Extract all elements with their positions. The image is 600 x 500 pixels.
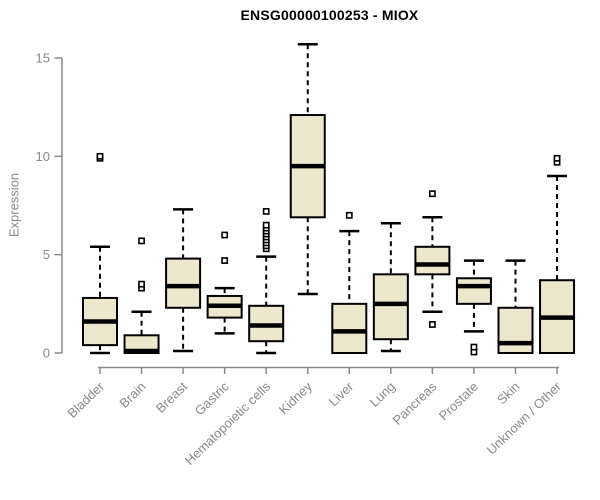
x-category-label-liver: Liver	[326, 378, 357, 409]
outlier-point	[221, 257, 229, 264]
box-group-skin	[497, 259, 534, 354]
box-group-bladder	[82, 152, 118, 355]
outlier-point	[428, 321, 436, 328]
box-group-breast	[165, 208, 202, 353]
iqr-box	[372, 273, 409, 341]
box-group-brain	[123, 237, 160, 355]
box-group-liver	[331, 211, 368, 354]
y-tick-label: 15	[36, 50, 50, 65]
outlier-point	[428, 190, 436, 198]
box-group-kidney	[289, 42, 326, 296]
y-tick-label: 0	[43, 346, 50, 361]
x-category-label-skin: Skin	[494, 379, 523, 407]
box-group-lung	[372, 221, 409, 353]
box-group-pancreas	[414, 190, 451, 328]
y-tick-label: 5	[43, 247, 50, 262]
outlier-point	[138, 280, 145, 288]
x-category-label-bladder: Bladder	[64, 378, 107, 420]
outlier-point	[470, 343, 478, 351]
outlier-point	[138, 237, 145, 245]
box-group-hematopoietic-cells	[248, 207, 285, 355]
x-category-label-gastric: Gastric	[192, 379, 232, 419]
outlier-point	[345, 211, 353, 219]
outlier-point	[221, 231, 229, 239]
x-category-label-unknown-other: Unknown / Other	[484, 378, 565, 457]
iqr-box	[414, 245, 451, 276]
box-group-unknown-other	[539, 154, 576, 354]
outlier-point	[262, 221, 270, 229]
x-category-label-brain: Brain	[116, 379, 148, 411]
chart-title: ENSG00000100253 - MIOX	[240, 7, 419, 23]
box-group-prostate	[455, 259, 492, 356]
iqr-box	[165, 257, 202, 309]
x-category-label-prostate: Prostate	[436, 379, 481, 423]
iqr-box	[497, 306, 534, 354]
outlier-point	[262, 207, 270, 215]
box-group-gastric	[206, 231, 243, 335]
x-category-label-lung: Lung	[367, 379, 398, 410]
x-category-label-kidney: Kidney	[276, 379, 315, 418]
x-category-label-pancreas: Pancreas	[390, 379, 440, 428]
x-category-label-breast: Breast	[153, 379, 191, 416]
iqr-box	[331, 302, 368, 354]
iqr-box	[455, 277, 492, 305]
y-tick-label: 10	[36, 149, 50, 164]
outlier-point	[96, 152, 104, 160]
outlier-point	[553, 154, 561, 162]
